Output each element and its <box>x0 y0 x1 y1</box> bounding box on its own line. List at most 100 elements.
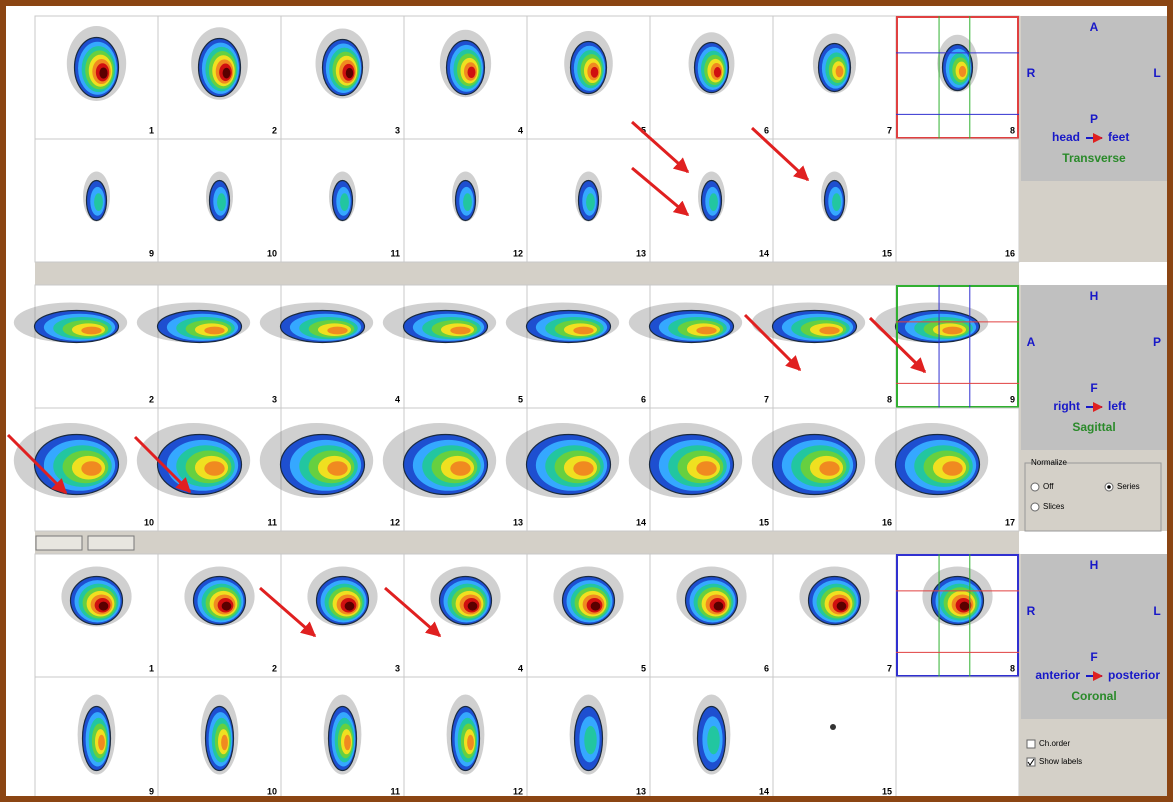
slice-number: 11 <box>267 517 277 527</box>
slice-number: 12 <box>513 248 523 258</box>
slice-number: 10 <box>267 786 277 796</box>
slice-number: 14 <box>636 517 646 527</box>
uptake <box>830 724 836 730</box>
checkbox-label: Ch.order <box>1039 739 1070 748</box>
uptake <box>713 67 722 78</box>
direction-to: feet <box>1108 130 1129 144</box>
orientation-box <box>1021 285 1167 450</box>
uptake <box>696 326 717 335</box>
pointer-arrow <box>868 316 927 374</box>
uptake <box>942 461 963 476</box>
uptake <box>94 193 103 211</box>
uptake <box>340 193 349 211</box>
uptake <box>221 734 228 751</box>
uptake <box>836 601 847 611</box>
uptake <box>573 326 594 335</box>
direction-to: posterior <box>1108 668 1160 682</box>
uptake <box>99 67 108 79</box>
slice-highlight <box>896 16 1019 139</box>
slice-number: 8 <box>1010 663 1015 673</box>
orientation-top: H <box>1090 289 1099 303</box>
uptake <box>590 66 599 78</box>
check <box>1027 758 1035 766</box>
slice-cell <box>280 284 405 409</box>
uptake <box>835 65 844 78</box>
slice-number: 3 <box>395 125 400 135</box>
uptake <box>709 193 718 211</box>
uptake <box>450 461 471 476</box>
separator <box>35 262 1019 285</box>
uptake <box>467 601 478 611</box>
radio[interactable] <box>1030 502 1040 512</box>
view-name: Sagittal <box>1072 420 1115 434</box>
checkbox[interactable] <box>1026 739 1036 749</box>
uptake <box>819 461 840 476</box>
uptake <box>463 193 472 211</box>
slice-number: 16 <box>1005 248 1015 258</box>
pointer-arrow <box>631 120 690 174</box>
uptake <box>586 193 595 211</box>
slice-cell <box>157 284 282 409</box>
slice-number: 6 <box>764 663 769 673</box>
uptake <box>450 326 471 335</box>
slice-number: 13 <box>636 786 646 796</box>
radio[interactable] <box>1030 482 1040 492</box>
group-title: Normalize <box>1031 458 1068 467</box>
view-name: Transverse <box>1062 151 1126 165</box>
slice-cell <box>649 284 774 409</box>
slice-number: 12 <box>390 517 400 527</box>
slice-cell <box>895 676 1020 801</box>
radio-label: Series <box>1117 482 1140 491</box>
group-box <box>1024 462 1162 532</box>
orientation-box <box>1021 554 1167 719</box>
annotations <box>6 120 927 638</box>
slice-number: 13 <box>513 517 523 527</box>
radio-label: Off <box>1043 482 1054 491</box>
slice-number: 14 <box>759 786 769 796</box>
slice-number: 3 <box>272 394 277 404</box>
slice-number: 7 <box>887 125 892 135</box>
radio-dot <box>1107 485 1111 489</box>
direction-to: left <box>1108 399 1126 413</box>
slice-highlight <box>896 554 1019 677</box>
pointer-arrow <box>750 126 810 182</box>
orientation-right: L <box>1153 604 1160 618</box>
button[interactable] <box>35 535 83 551</box>
uptake <box>221 601 232 611</box>
orientation-bottom: P <box>1090 112 1098 126</box>
pointer-arrow <box>133 435 192 494</box>
uptake <box>958 65 967 78</box>
separator <box>35 531 1019 554</box>
pointer-arrow <box>631 166 690 217</box>
uptake <box>204 326 225 335</box>
slice-number: 11 <box>390 248 400 258</box>
slice-number: 4 <box>395 394 400 404</box>
slice-number: 15 <box>882 786 892 796</box>
uptake <box>573 461 594 476</box>
direction-from: right <box>1053 399 1080 413</box>
slice-number: 11 <box>390 786 400 796</box>
uptake <box>222 67 231 79</box>
checkbox-label: Show labels <box>1039 757 1082 766</box>
slice-number: 4 <box>518 125 523 135</box>
orientation-bottom: F <box>1090 650 1097 664</box>
uptake <box>98 601 109 611</box>
slice-number: 9 <box>1010 394 1015 404</box>
slice-number: 1 <box>149 663 154 673</box>
slice-number: 9 <box>149 248 154 258</box>
uptake <box>98 734 105 751</box>
orientation-bottom: F <box>1090 381 1097 395</box>
uptake <box>217 193 226 211</box>
slice-number: 4 <box>518 663 523 673</box>
slice-number: 9 <box>149 786 154 796</box>
checkbox[interactable] <box>1026 757 1036 767</box>
button[interactable] <box>87 535 135 551</box>
slice-number: 17 <box>1005 517 1015 527</box>
slice-cell <box>772 284 897 409</box>
view-name: Coronal <box>1071 689 1116 703</box>
slice-number: 7 <box>764 394 769 404</box>
uptake <box>327 461 348 476</box>
orientation-right: L <box>1153 66 1160 80</box>
